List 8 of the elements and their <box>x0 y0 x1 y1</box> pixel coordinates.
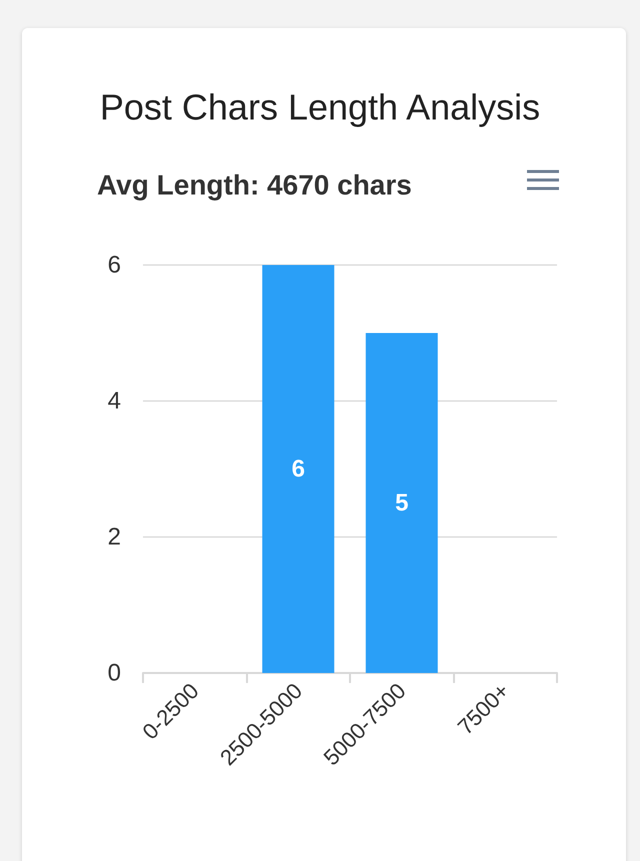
y-tick-label: 2 <box>108 524 121 550</box>
y-tick-label: 0 <box>108 660 121 686</box>
data-label: 6 <box>292 456 305 482</box>
y-tick-label: 4 <box>108 388 121 414</box>
chart-subtitle: Avg Length: 4670 chars <box>97 170 412 200</box>
y-tick-label: 6 <box>108 252 121 278</box>
chart-title: Post Chars Length Analysis <box>100 86 540 128</box>
data-label: 5 <box>395 490 408 516</box>
